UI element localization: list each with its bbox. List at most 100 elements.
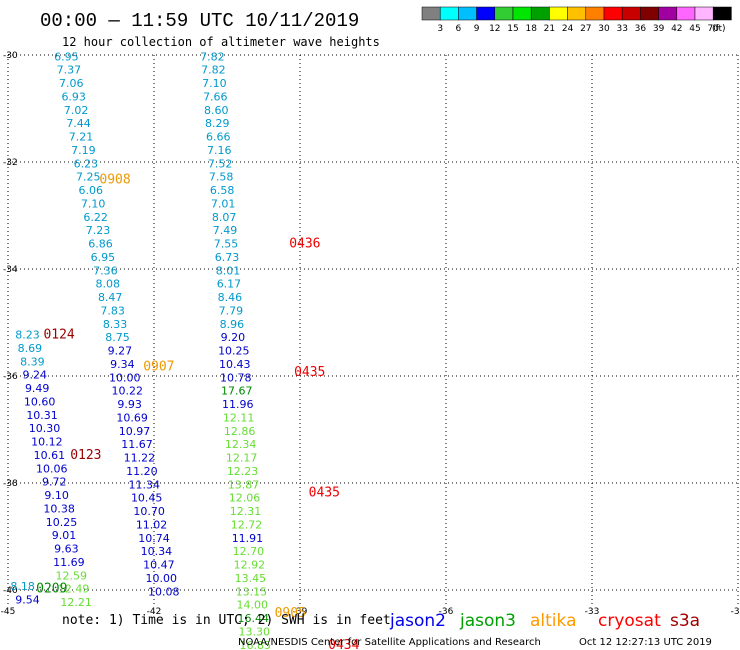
wave-height-value: 10.31 [26,409,58,422]
wave-height-value: 8.33 [103,318,128,331]
wave-height-value: 7.82 [201,64,226,77]
wave-height-value: 7.10 [81,197,106,210]
color-swatch [640,6,659,21]
color-scale-tick: 36 [635,24,647,34]
pass-time-label: 0434 [328,638,359,650]
color-swatch [658,6,678,21]
pass-time-label: 0436 [289,237,320,252]
y-tick-label: -38 [3,479,18,489]
wave-height-value: 7.02 [64,104,89,117]
legend-item-jason3: jason3 [459,611,516,631]
wave-height-value: 10.12 [31,436,63,449]
color-scale-tick: 15 [507,24,518,34]
x-tick-label: -42 [147,607,162,617]
color-scale-tick: 39 [653,24,665,34]
wave-height-value: 7.10 [202,77,227,90]
footer-timestamp: Oct 12 12:27:13 UTC 2019 [579,637,712,648]
color-swatch [476,6,496,21]
wave-height-value: 12.92 [234,559,266,572]
wave-height-value: 7.19 [71,144,96,157]
wave-height-value: 10.08 [148,585,180,598]
wave-height-value: 12.59 [56,569,88,582]
color-swatch [585,6,605,21]
wave-height-value: 11.91 [232,532,264,545]
wave-height-value: 11.02 [136,518,168,531]
wave-height-value: 12.70 [233,545,265,558]
wave-height-value: 7.21 [69,131,94,144]
wave-height-value: 10.30 [29,422,61,435]
wave-height-value: 8.18 [10,580,35,593]
wave-height-value: 6.17 [217,278,242,291]
pass-time-label: 0905 [275,606,306,621]
wave-height-value: 9.54 [15,593,40,606]
wave-height-value: 13.15 [236,585,268,598]
wave-height-value: 7.06 [59,77,84,90]
color-scale-tick: 33 [616,24,627,34]
color-swatch [530,6,550,21]
legend-item-altika: altika [530,611,577,631]
wave-height-value: 11.67 [121,438,153,451]
wave-height-value: 7.52 [208,157,233,170]
pass-time-label: 0124 [43,328,74,343]
wave-height-value: 7.49 [213,224,238,237]
legend-item-s3a: s3a [670,611,700,631]
wave-height-value: 11.96 [222,398,254,411]
wave-height-value: 9.20 [221,331,246,344]
wave-height-value: 6.23 [74,157,99,170]
wave-height-value: 9.01 [52,529,77,542]
color-swatch [676,6,696,21]
wave-height-value: 7.79 [219,304,244,317]
wave-height-value: 9.27 [108,345,133,358]
color-scale-tick: 27 [580,24,591,34]
wave-height-value: 12.31 [230,505,262,518]
wave-height-value: 8.96 [220,318,245,331]
wave-height-value: 7.01 [211,197,236,210]
map-title: 00:00 — 11:59 UTC 10/11/2019 [40,10,359,32]
color-scale-tick: 24 [562,24,574,34]
wave-height-value: 12.72 [231,518,263,531]
wave-height-value: 10.45 [131,492,163,505]
wave-height-value: 7.83 [100,304,125,317]
color-scale-tick: 12 [489,24,500,34]
pass-time-label: 0123 [70,448,101,463]
color-scale-tick: 9 [474,24,480,34]
wave-height-value: 8.47 [98,291,123,304]
wave-height-value: 7.36 [93,264,118,277]
wave-height-value: 7.44 [66,117,91,130]
wave-height-value: 7.37 [57,64,82,77]
color-scale-tick: 70 [707,24,719,34]
wave-height-value: 8.01 [216,264,241,277]
pass-time-label: 0907 [143,360,174,375]
wave-height-value: 8.08 [96,278,121,291]
pass-time-label: 0908 [99,172,130,187]
wave-height-value: 10.06 [36,462,68,475]
wave-height-value: 6.66 [206,131,231,144]
wave-height-value: 13.45 [235,572,267,585]
wave-height-value: 10.74 [138,532,170,545]
pass-time-label: 0209 [36,582,67,597]
map-subtitle: 12 hour collection of altimeter wave hei… [62,35,380,49]
color-scale-tick: 30 [598,24,610,34]
wave-height-value: 6.95 [54,50,79,63]
wave-height-value: 11.22 [124,452,156,465]
wave-height-value: 8.23 [15,329,40,342]
color-scale-tick: 3 [437,24,443,34]
wave-height-value: 6.06 [78,184,103,197]
wave-height-value: 8.46 [218,291,243,304]
wave-height-value: 7.82 [200,50,225,63]
legend-item-cryosat: cryosat [598,611,661,631]
satellite-legend: jason2 jason3 altika cryosat s3a [389,611,700,631]
color-swatch [512,6,532,21]
wave-height-value: 9.93 [117,398,142,411]
wave-height-value: 17.67 [221,385,253,398]
wave-height-value: 10.25 [46,516,78,529]
wave-height-value: 12.49 [58,583,90,596]
wave-height-value: 7.66 [203,90,228,103]
wave-height-value: 10.38 [43,502,75,515]
legend-item-jason2: jason2 [389,611,446,631]
color-swatch [621,6,641,21]
wave-height-value: 6.58 [210,184,235,197]
wave-height-value: 9.72 [42,476,67,489]
wave-height-value: 8.60 [204,104,229,117]
wave-height-value: 9.24 [23,369,48,382]
